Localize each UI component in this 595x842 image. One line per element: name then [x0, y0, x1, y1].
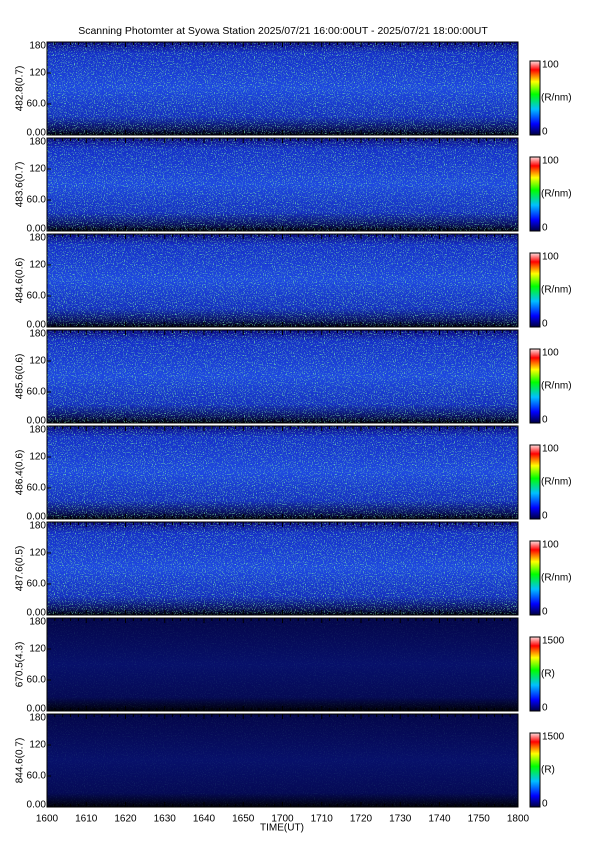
colorbar-tick-label: 0	[542, 319, 548, 330]
y-tick-label: 60.0	[27, 387, 47, 398]
heatmap-noise	[47, 714, 518, 807]
colorbar-label: (R/nm)	[541, 285, 572, 296]
heatmap-noise	[47, 42, 518, 135]
y-tick-label: 0.00	[27, 224, 47, 235]
colorbar-tick-label: 100	[542, 348, 559, 359]
x-tick-label: 1640	[193, 814, 216, 825]
y-axis-label: 486.4(0.6)	[15, 450, 26, 496]
y-tick-label: 120	[29, 644, 46, 655]
y-tick-label: 180	[29, 233, 46, 244]
colorbar-tick-label: 0	[542, 607, 548, 618]
colorbar-label: (R/nm)	[541, 93, 572, 104]
colorbar-tick-label: 0	[542, 415, 548, 426]
x-tick-label: 1750	[468, 814, 491, 825]
heatmap-noise	[47, 138, 518, 231]
x-tick-label: 1800	[507, 814, 530, 825]
colorbar-tick-label: 0	[542, 223, 548, 234]
colorbar	[529, 156, 541, 232]
y-tick-label: 120	[29, 68, 46, 79]
figure-title: Scanning Photomter at Syowa Station 2025…	[78, 25, 488, 37]
y-tick-label: 120	[29, 548, 46, 559]
colorbar	[529, 348, 541, 424]
x-tick-label: 1720	[350, 814, 373, 825]
heatmap-noise	[47, 618, 518, 711]
y-tick-label: 120	[29, 356, 46, 367]
x-axis-label: TIME(UT)	[260, 823, 304, 834]
y-tick-label: 180	[29, 137, 46, 148]
colorbar-label: (R/nm)	[541, 381, 572, 392]
y-tick-label: 60.0	[27, 291, 47, 302]
heatmap-noise	[47, 522, 518, 615]
y-tick-label: 180	[29, 41, 46, 52]
x-tick-label: 1630	[154, 814, 177, 825]
y-tick-label: 180	[29, 617, 46, 628]
x-tick-label: 1650	[232, 814, 255, 825]
y-tick-label: 180	[29, 713, 46, 724]
y-tick-label: 120	[29, 740, 46, 751]
colorbar-tick-label: 100	[542, 60, 559, 71]
y-tick-label: 120	[29, 164, 46, 175]
heatmap-noise	[47, 234, 518, 327]
colorbar-tick-label: 100	[542, 156, 559, 167]
heatmap-noise	[47, 426, 518, 519]
y-tick-label: 60.0	[27, 483, 47, 494]
y-tick-label: 60.0	[27, 195, 47, 206]
y-axis-label: 485.6(0.6)	[15, 354, 26, 400]
y-tick-label: 0.00	[27, 608, 47, 619]
colorbar-tick-label: 100	[542, 444, 559, 455]
y-tick-label: 180	[29, 521, 46, 532]
x-tick-label: 1620	[114, 814, 137, 825]
y-axis-label: 844.6(0.7)	[15, 738, 26, 784]
y-tick-label: 60.0	[27, 579, 47, 590]
colorbar-label: (R/nm)	[541, 189, 572, 200]
y-tick-label: 60.0	[27, 771, 47, 782]
colorbar-label: (R/nm)	[541, 477, 572, 488]
y-tick-label: 120	[29, 452, 46, 463]
y-tick-label: 0.00	[27, 800, 47, 811]
colorbar-label: (R)	[541, 765, 555, 776]
y-axis-label: 484.6(0.6)	[15, 258, 26, 304]
colorbar-tick-label: 0	[542, 703, 548, 714]
x-tick-label: 1700	[271, 814, 294, 825]
x-tick-label: 1740	[428, 814, 451, 825]
y-tick-label: 60.0	[27, 99, 47, 110]
y-tick-label: 60.0	[27, 675, 47, 686]
colorbar-tick-label: 0	[542, 511, 548, 522]
colorbar-tick-label: 1500	[542, 732, 565, 743]
y-tick-label: 0.00	[27, 416, 47, 427]
y-tick-label: 0.00	[27, 704, 47, 715]
colorbar	[529, 540, 541, 616]
colorbar	[529, 444, 541, 520]
x-tick-label: 1600	[36, 814, 59, 825]
colorbar-tick-label: 100	[542, 252, 559, 263]
y-tick-label: 0.00	[27, 128, 47, 139]
y-tick-label: 120	[29, 260, 46, 271]
colorbar-tick-label: 100	[542, 540, 559, 551]
colorbar	[529, 732, 541, 808]
y-tick-label: 180	[29, 425, 46, 436]
y-tick-label: 180	[29, 329, 46, 340]
colorbar	[529, 636, 541, 712]
y-axis-label: 483.6(0.7)	[15, 162, 26, 208]
heatmap-noise	[47, 330, 518, 423]
colorbar-label: (R/nm)	[541, 573, 572, 584]
x-tick-label: 1610	[75, 814, 98, 825]
y-axis-label: 670.5(4.3)	[15, 642, 26, 688]
y-tick-label: 0.00	[27, 320, 47, 331]
y-axis-label: 482.8(0.7)	[15, 66, 26, 112]
colorbar	[529, 60, 541, 136]
colorbar-tick-label: 0	[542, 799, 548, 810]
x-tick-label: 1710	[311, 814, 334, 825]
colorbar-tick-label: 0	[542, 127, 548, 138]
y-tick-label: 0.00	[27, 512, 47, 523]
colorbar-label: (R)	[541, 669, 555, 680]
colorbar	[529, 252, 541, 328]
x-tick-label: 1730	[389, 814, 412, 825]
colorbar-tick-label: 1500	[542, 636, 565, 647]
y-axis-label: 487.6(0.5)	[15, 546, 26, 592]
